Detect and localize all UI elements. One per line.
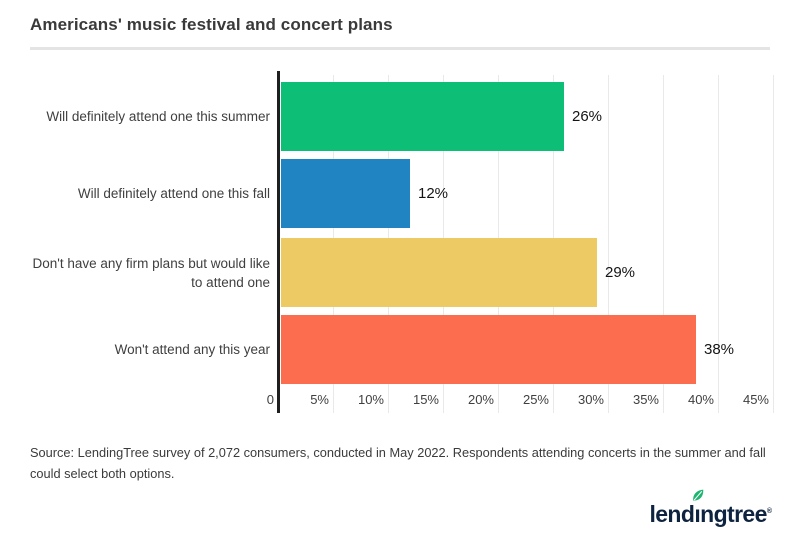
lendingtree-logo: lend ıngtree® — [649, 489, 772, 528]
x-tick-label: 25% — [522, 392, 549, 407]
x-tick-label: 10% — [357, 392, 384, 407]
wordmark-pre: lend — [649, 501, 695, 527]
x-tick-label: 35% — [632, 392, 659, 407]
x-tick-label: 5% — [310, 392, 329, 407]
y-axis-line — [277, 71, 280, 413]
x-tick-label: 15% — [412, 392, 439, 407]
value-label: 29% — [605, 263, 636, 281]
page-title: Americans' music festival and concert pl… — [30, 15, 393, 34]
bar-chart: 0 5% 10% 15% 20% 25% 30% 35% 40% 45% Will definite… — [32, 71, 774, 413]
bar — [281, 315, 696, 384]
value-label: 12% — [418, 184, 449, 202]
gridline — [718, 75, 719, 413]
x-tick-label: 45% — [742, 392, 769, 407]
wordmark-i: ı — [693, 489, 704, 528]
x-tick-label: 20% — [467, 392, 494, 407]
wordmark-post: ngtree — [700, 501, 767, 527]
x-tick-label: 0 — [266, 392, 274, 407]
bar — [281, 82, 564, 151]
value-label: 26% — [572, 107, 603, 125]
category-label: Won't attend any this year — [114, 342, 270, 357]
source-note: Source: LendingTree survey of 2,072 cons… — [30, 445, 766, 481]
registered-mark: ® — [766, 508, 772, 515]
category-label: Will definitely attend one this summer — [46, 109, 270, 124]
x-tick-label: 30% — [577, 392, 604, 407]
leaf-icon — [693, 489, 704, 501]
x-tick-label: 40% — [687, 392, 714, 407]
gridline — [773, 75, 774, 413]
gridline — [663, 75, 664, 413]
bar — [281, 238, 597, 307]
title-divider — [30, 47, 770, 50]
category-label: Will definitely attend one this fall — [77, 186, 270, 201]
bar — [281, 159, 410, 228]
gridline — [608, 75, 609, 413]
category-label: Don't have any firm plans but would like… — [32, 255, 270, 290]
value-label: 38% — [704, 340, 735, 358]
